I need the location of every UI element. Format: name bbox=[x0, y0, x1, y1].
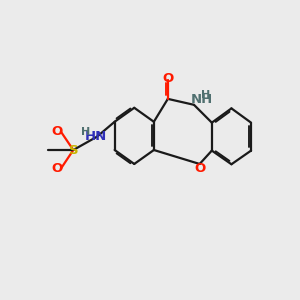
Text: H: H bbox=[201, 90, 210, 100]
Text: O: O bbox=[162, 73, 173, 85]
Text: O: O bbox=[52, 125, 63, 138]
Text: S: S bbox=[68, 143, 78, 157]
Text: O: O bbox=[52, 162, 63, 175]
Text: NH: NH bbox=[191, 93, 213, 106]
Text: HN: HN bbox=[85, 130, 107, 143]
Text: H: H bbox=[81, 127, 90, 137]
Text: O: O bbox=[194, 162, 205, 175]
